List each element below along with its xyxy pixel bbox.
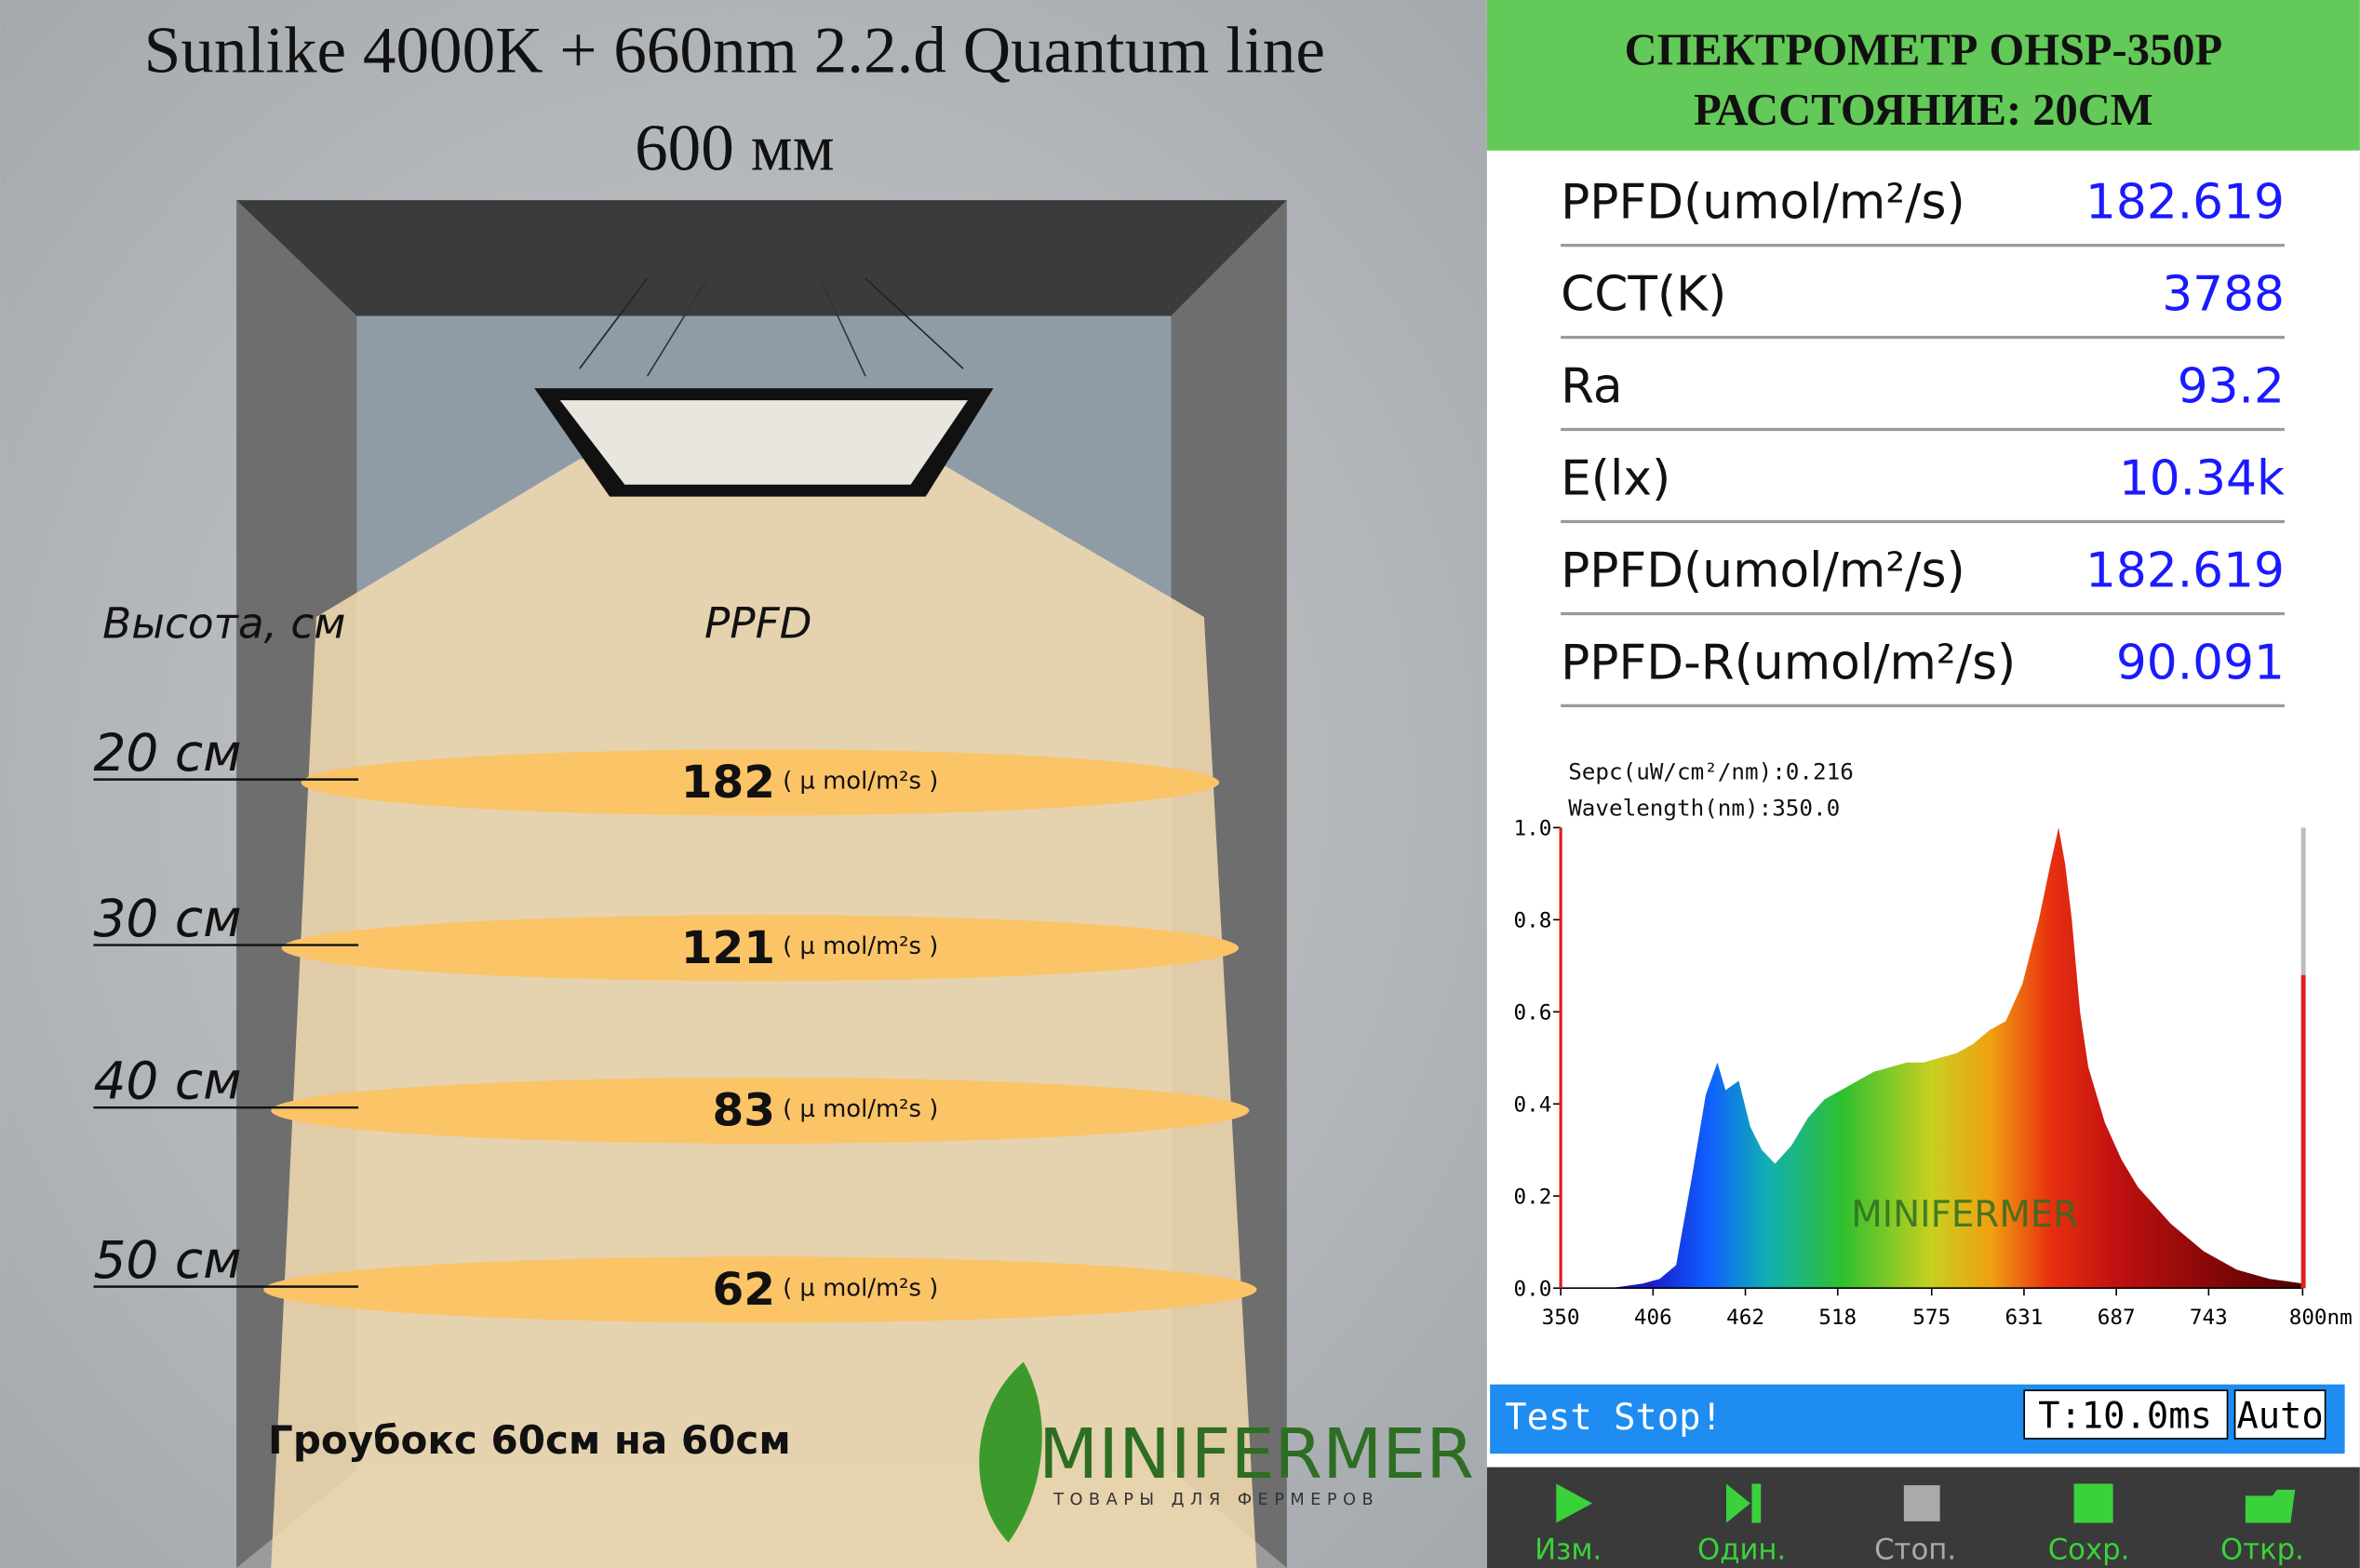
button-label[interactable]: Сохр. <box>2048 1533 2130 1566</box>
title: Sunlike 4000K + 660nm 2.2.d Quantum line <box>144 15 1325 87</box>
ppfd-unit: ( µ mol/m²s ) <box>783 1095 938 1123</box>
height-label: Высота, см <box>102 599 345 649</box>
logo-tagline: ТОВАРЫ ДЛЯ ФЕРМЕРОВ <box>1053 1490 1379 1509</box>
title: 600 мм <box>635 113 835 185</box>
reading-value: 90.091 <box>2116 635 2285 690</box>
height: 40 см <box>93 1051 241 1110</box>
height: 50 см <box>93 1230 241 1290</box>
y-tick-label: 0.8 <box>1514 908 1552 932</box>
light-spot <box>281 915 1240 982</box>
y-tick-label: 0.0 <box>1514 1277 1552 1301</box>
light-spot <box>271 1077 1250 1144</box>
mode: Auto <box>2236 1396 2323 1438</box>
ppfd-value: 83 <box>713 1085 776 1137</box>
height: 30 см <box>93 889 241 948</box>
reading-value: 3788 <box>2162 266 2285 322</box>
annotation: Wavelength(nm):350.0 <box>1568 794 1840 821</box>
reading-label: Ra <box>1561 358 1623 414</box>
reading-label: PPFD(umol/m²/s) <box>1561 174 1965 230</box>
header: РАССТОЯНИЕ: 20СМ <box>1694 86 2153 135</box>
x-tick-label: 687 <box>2098 1306 2136 1330</box>
annotation: Sepc(uW/cm²/nm):0.216 <box>1568 758 1854 785</box>
spectrum-chart: Sepc(uW/cm²/nm):0.216 Wavelength(nm):350.… <box>1514 758 2353 1330</box>
ppfd-unit: ( µ mol/m²s ) <box>783 932 938 960</box>
reading-value: 10.34k <box>2119 450 2285 506</box>
light-spot <box>263 1256 1257 1323</box>
button-label[interactable]: Стоп. <box>1874 1533 1956 1566</box>
ppfd-unit: ( µ mol/m²s ) <box>783 767 938 795</box>
ppfd-value: 182 <box>681 757 775 809</box>
reading-value: 93.2 <box>2178 358 2285 414</box>
x-tick-label: 406 <box>1634 1306 1672 1330</box>
header: СПЕКТРОМЕТР OHSP-350P <box>1625 26 2222 75</box>
ppfd-label: PPFD <box>704 599 812 649</box>
button-icons <box>1556 1483 2296 1523</box>
height: 20 см <box>93 723 241 783</box>
y-tick-label: 1.0 <box>1514 816 1552 840</box>
buttons: Изм. Один. Стоп. Сохр. Откр. <box>1535 1533 2304 1566</box>
reading-value: 182.619 <box>2085 543 2285 598</box>
x-tick-label: 350 <box>1542 1306 1580 1330</box>
time: T:10.0ms <box>2038 1396 2212 1438</box>
x-tick-label: 575 <box>1912 1306 1951 1330</box>
x-tick-label: 631 <box>2005 1306 2044 1330</box>
x-tick-label: 462 <box>1726 1306 1764 1330</box>
mode-box <box>2233 1389 2326 1440</box>
x-tick-label: 800nm <box>2289 1306 2353 1330</box>
level-bar-fill <box>2300 974 2306 1289</box>
y-tick-label: 0.4 <box>1514 1092 1552 1117</box>
levels: 20 см 182 ( µ mol/m²s ) 30 см 121 ( µ mol/m²s… <box>93 723 1257 1323</box>
y-tick-label: 0.2 <box>1514 1185 1552 1209</box>
reading-label: PPFD(umol/m²/s) <box>1561 543 1965 598</box>
x-tick-label: 743 <box>2190 1306 2228 1330</box>
button-label[interactable]: Откр. <box>2220 1533 2304 1566</box>
ppfd-value: 62 <box>713 1264 776 1316</box>
logo: MINIFERMER ТОВАРЫ ДЛЯ ФЕРМЕРОВ <box>979 1361 1474 1543</box>
readings: PPFD(umol/m²/s) 182.619 CCT(K) 3788 Ra 93.2 E(… <box>1561 174 2285 708</box>
caption: Гроубокс 60см на 60см <box>268 1417 791 1463</box>
logo-name: MINIFERMER <box>1851 1194 2078 1236</box>
logo-name: MINIFERMER <box>1039 1414 1474 1494</box>
ppfd-value: 121 <box>681 922 775 974</box>
reading-label: E(lx) <box>1561 450 1670 506</box>
status: Test Stop! <box>1505 1397 1723 1439</box>
x-tick-label: 518 <box>1818 1306 1857 1330</box>
button-label[interactable]: Один. <box>1697 1533 1786 1566</box>
growbox <box>236 200 1287 1568</box>
spectrometer-panel <box>1486 0 2360 1568</box>
button-label[interactable]: Изм. <box>1535 1533 1602 1566</box>
time-box <box>2023 1389 2229 1440</box>
light-spot <box>301 749 1220 816</box>
y-tick-label: 0.6 <box>1514 1000 1552 1025</box>
reading-label: CCT(K) <box>1561 266 1726 322</box>
reading-value: 182.619 <box>2085 174 2285 230</box>
spectrum-area <box>1561 827 2303 1289</box>
ppfd-unit: ( µ mol/m²s ) <box>783 1274 938 1302</box>
reading-label: PPFD-R(umol/m²/s) <box>1561 635 2016 690</box>
header-bar <box>1486 0 2360 151</box>
